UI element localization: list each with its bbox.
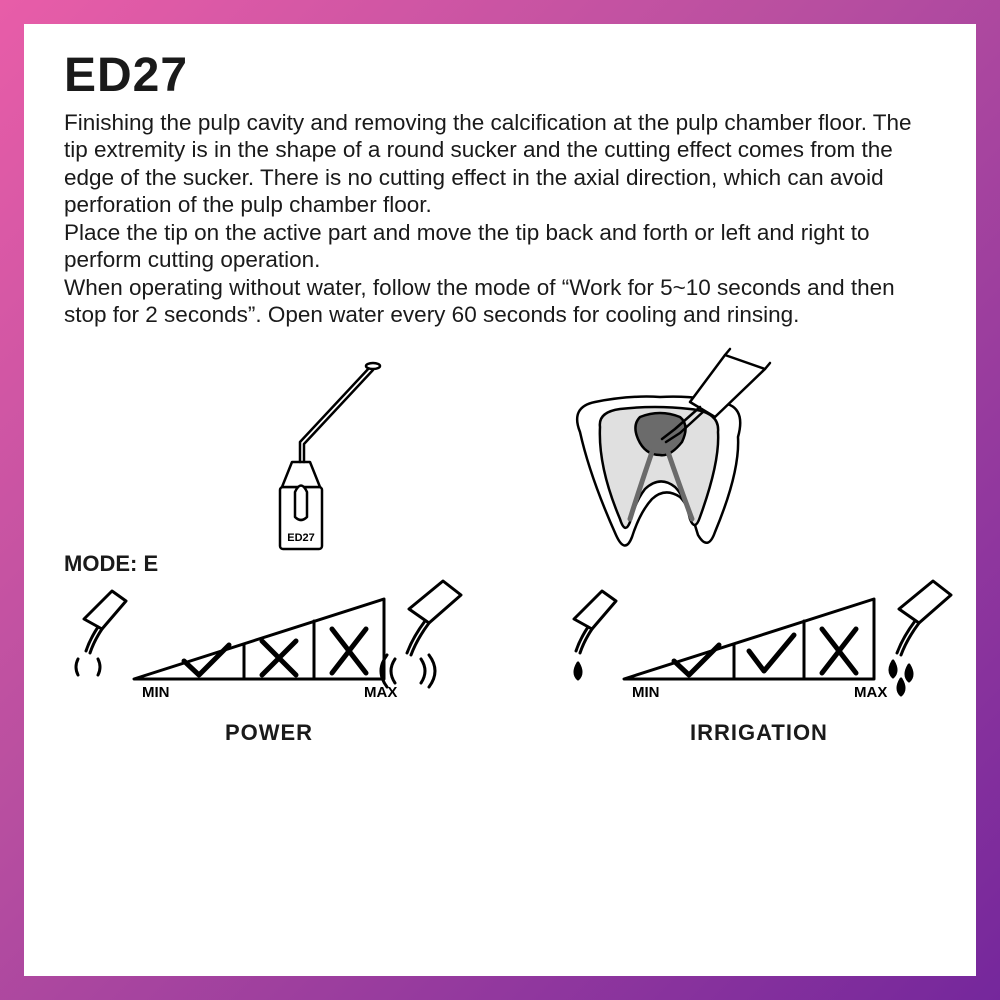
ramp-irrigation-svg: MIN MAX [554, 579, 964, 709]
power-max: MAX [364, 684, 397, 701]
irrigation-label: IRRIGATION [554, 720, 964, 746]
irrigation-max: MAX [854, 684, 887, 701]
ramp-power-svg: MIN MAX [64, 579, 474, 709]
content-card: ED27 Finishing the pulp cavity and remov… [24, 24, 976, 976]
product-title: ED27 [64, 48, 936, 103]
ramps-row: MIN MAX POWER [64, 579, 936, 746]
description: Finishing the pulp cavity and removing t… [64, 109, 936, 329]
power-label: POWER [64, 720, 474, 746]
irrigation-min: MIN [632, 684, 660, 701]
ramp-power: MIN MAX POWER [64, 579, 474, 746]
gradient-frame: ED27 Finishing the pulp cavity and remov… [0, 0, 1000, 1000]
tip-illustration: ED27 [220, 347, 420, 557]
power-min: MIN [142, 684, 170, 701]
tip-label: ED27 [287, 532, 315, 544]
ramp-irrigation: MIN MAX IRRIGATION [554, 579, 964, 746]
tooth-illustration [540, 347, 780, 557]
mode-label: MODE: E [64, 551, 936, 577]
illustration-row: ED27 [64, 347, 936, 557]
